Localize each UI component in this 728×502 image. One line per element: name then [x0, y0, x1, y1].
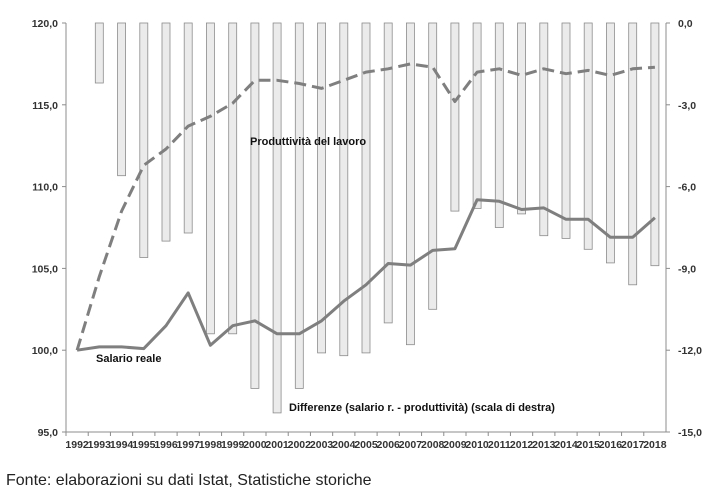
x-tick-label-1999: 1999: [221, 439, 245, 451]
x-tick-label-2018: 2018: [643, 439, 667, 451]
x-tick-label-2002: 2002: [288, 439, 312, 451]
right-tick-label: -15,0: [678, 427, 702, 439]
bar-2002: [294, 22, 304, 389]
x-tick-label-2000: 2000: [243, 439, 267, 451]
x-tick-label-2004: 2004: [332, 439, 356, 451]
annotation-salario: Salario reale: [96, 353, 161, 365]
left-tick-label: 115,0: [32, 100, 58, 112]
bar-2003: [317, 22, 327, 354]
left-tick-label: 100,0: [32, 345, 58, 357]
right-tick-label: -6,0: [678, 182, 696, 194]
bar-2016: [606, 22, 615, 264]
bar-2012: [517, 22, 526, 215]
bar-2000: [250, 22, 260, 389]
bar-2004: [339, 22, 349, 357]
x-tick-label-1995: 1995: [132, 439, 156, 451]
chart-container: 95,0 100,0 105,0 110,0 115,0 120,0 -15,0 -12,0 -…: [32, 18, 702, 451]
right-tick-label: -9,0: [678, 263, 696, 275]
x-tick-label-2014: 2014: [554, 439, 578, 451]
bar-2011: [494, 22, 504, 228]
x-tick-label-1993: 1993: [88, 439, 112, 451]
x-tick-label-2007: 2007: [399, 439, 423, 451]
x-tick-label-2015: 2015: [577, 439, 601, 451]
left-tick-label: 95,0: [38, 427, 59, 439]
difference-bars: [94, 22, 660, 414]
x-tick-label-2010: 2010: [465, 439, 489, 451]
bar-1996: [161, 22, 171, 242]
x-tick-label-2005: 2005: [354, 439, 378, 451]
x-tick-label-2013: 2013: [532, 439, 556, 451]
left-tick-label: 110,0: [32, 182, 58, 194]
x-tick-label-2006: 2006: [377, 439, 401, 451]
right-tick-label: -3,0: [678, 100, 696, 112]
source-note: Fonte: elaborazioni su dati Istat, Stati…: [6, 472, 372, 489]
bar-2018: [650, 22, 660, 267]
bar-2017: [628, 22, 638, 286]
series-lines: [75, 62, 656, 352]
bar-1995: [139, 22, 149, 258]
x-tick-label-2011: 2011: [488, 439, 511, 451]
x-tick-label-2009: 2009: [443, 439, 467, 451]
annotation-differenze: Differenze (salario r. - produttività) (…: [289, 402, 555, 414]
bar-2007: [405, 22, 415, 346]
line-produttivita: [75, 62, 656, 351]
bar-2006: [383, 22, 393, 324]
bar-1999: [228, 22, 238, 335]
x-tick-label-2017: 2017: [621, 439, 645, 451]
bar-1998: [205, 22, 215, 335]
x-tick-label-2001: 2001: [265, 439, 289, 451]
line-salario: [76, 198, 656, 352]
x-tick-label-2016: 2016: [599, 439, 623, 451]
bar-2008: [428, 22, 438, 310]
left-tick-label: 105,0: [32, 263, 58, 275]
x-tick-label-1998: 1998: [199, 439, 223, 451]
bar-2009: [450, 22, 460, 212]
right-tick-label: -12,0: [678, 345, 702, 357]
right-tick-label: 0,0: [678, 18, 693, 30]
combo-chart: 95,0 100,0 105,0 110,0 115,0 120,0 -15,0 -12,0 -…: [32, 18, 702, 451]
bar-2014: [561, 22, 571, 239]
left-tick-label: 120,0: [32, 18, 58, 30]
x-tick-label-1997: 1997: [177, 439, 201, 451]
x-tick-label-2012: 2012: [510, 439, 534, 451]
bar-2010: [472, 22, 482, 209]
bar-1994: [117, 22, 126, 177]
x-tick-label-2003: 2003: [310, 439, 334, 451]
annotation-produttivita: Produttività del lavoro: [250, 136, 366, 148]
x-tick-label-1996: 1996: [154, 439, 178, 451]
bar-2013: [539, 22, 549, 237]
axes: [62, 22, 670, 436]
bar-2001: [272, 22, 282, 414]
x-tick-label-2008: 2008: [421, 439, 445, 451]
bar-2005: [361, 22, 371, 354]
bar-2015: [583, 22, 593, 250]
x-tick-label-1992: 1992: [65, 439, 89, 451]
x-tick-label-1994: 1994: [110, 439, 134, 451]
bar-1993: [94, 22, 104, 84]
axis-labels: 95,0 100,0 105,0 110,0 115,0 120,0 -15,0 -12,0 -…: [32, 18, 702, 451]
